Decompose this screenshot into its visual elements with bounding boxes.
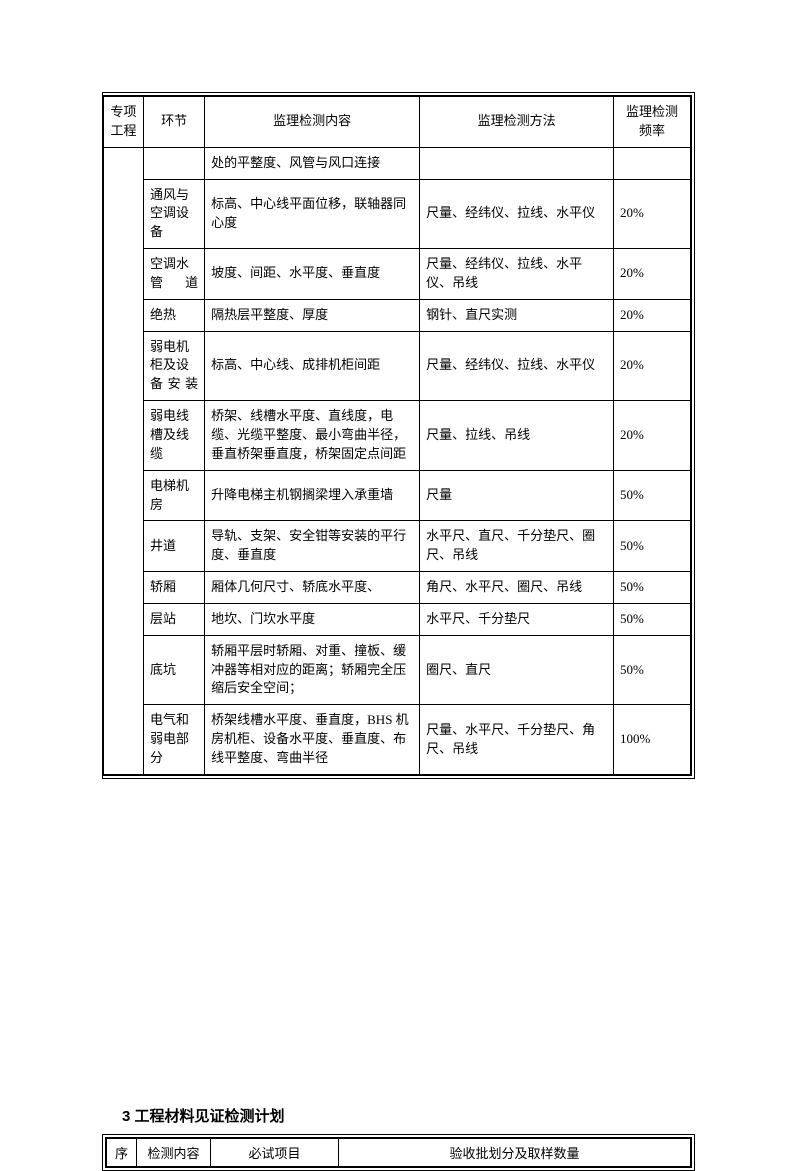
- cell-c4: 尺量、经纬仪、拉线、水平仪: [420, 331, 614, 401]
- table1-inner: 专项工程 环节 监理检测内容 监理检测方法 监理检测频率 处的平整度、风管与风口…: [103, 95, 692, 776]
- table-row: 弱电机柜及设备安装 标高、中心线、成排机柜间距 尺量、经纬仪、拉线、水平仪 20…: [104, 331, 691, 401]
- t2-h1: 序: [107, 1138, 137, 1166]
- header-c1: 专项工程: [104, 97, 144, 148]
- cell-c4: 圈尺、直尺: [420, 635, 614, 705]
- table-row: 处的平整度、风管与风口连接: [104, 147, 691, 179]
- table-row: 弱电线槽及线缆 桥架、线槽水平度、直线度，电缆、光缆平整度、最小弯曲半径，垂直桥…: [104, 401, 691, 471]
- header-c4: 监理检测方法: [420, 97, 614, 148]
- header-c3: 监理检测内容: [205, 97, 420, 148]
- cell-c5: 50%: [614, 635, 691, 705]
- cell-c2: 井道: [144, 521, 205, 572]
- cell-c5: [614, 147, 691, 179]
- cell-c5: 20%: [614, 401, 691, 471]
- cell-c5: 50%: [614, 470, 691, 521]
- cell-c3: 标高、中心线、成排机柜间距: [205, 331, 420, 401]
- table-row: 通风与空调设备 标高、中心线平面位移，联轴器同心度 尺量、经纬仪、拉线、水平仪 …: [104, 179, 691, 249]
- cell-c3: 厢体几何尺寸、轿底水平度、: [205, 572, 420, 604]
- t2-h4: 验收批划分及取样数量: [339, 1138, 691, 1166]
- cell-c5: 100%: [614, 705, 691, 775]
- cell-c3: 导轨、支架、安全钳等安装的平行度、垂直度: [205, 521, 420, 572]
- cell-c5: 20%: [614, 299, 691, 331]
- t2-h2: 检测内容: [137, 1138, 211, 1166]
- cell-c5: 20%: [614, 179, 691, 249]
- table2-outer: 序 检测内容 必试项目 验收批划分及取样数量: [102, 1134, 695, 1171]
- cell-c2: 层站: [144, 603, 205, 635]
- cell-project: [104, 147, 144, 774]
- table-row: 轿厢 厢体几何尺寸、轿底水平度、 角尺、水平尺、圈尺、吊线 50%: [104, 572, 691, 604]
- cell-c2: 弱电机柜及设备安装: [144, 331, 205, 401]
- cell-c3: 标高、中心线平面位移，联轴器同心度: [205, 179, 420, 249]
- cell-c4: 尺量: [420, 470, 614, 521]
- table-row: 层站 地坎、门坎水平度 水平尺、千分垫尺 50%: [104, 603, 691, 635]
- table-row: 电梯机房 升降电梯主机钢搁梁埋入承重墙 尺量 50%: [104, 470, 691, 521]
- cell-c4: 尺量、拉线、吊线: [420, 401, 614, 471]
- material-test-table: 序 检测内容 必试项目 验收批划分及取样数量: [106, 1138, 691, 1167]
- table-row: 绝热 隔热层平整度、厚度 钢针、直尺实测 20%: [104, 299, 691, 331]
- section-heading: 3 工程材料见证检测计划: [122, 1105, 695, 1126]
- cell-c2: 空调水管道: [144, 249, 205, 300]
- table-row: 井道 导轨、支架、安全钳等安装的平行度、垂直度 水平尺、直尺、千分垫尺、圈尺、吊…: [104, 521, 691, 572]
- cell-c2: 通风与空调设备: [144, 179, 205, 249]
- cell-c2: 电气和弱电部分: [144, 705, 205, 775]
- cell-c3: 桥架线槽水平度、垂直度，BHS 机房机柜、设备水平度、垂直度、布线平整度、弯曲半…: [205, 705, 420, 775]
- table2-inner: 序 检测内容 必试项目 验收批划分及取样数量: [105, 1137, 692, 1168]
- cell-c3: 轿厢平层时轿厢、对重、撞板、缓冲器等相对应的距离；轿厢完全压缩后安全空间；: [205, 635, 420, 705]
- table-row: 底坑 轿厢平层时轿厢、对重、撞板、缓冲器等相对应的距离；轿厢完全压缩后安全空间；…: [104, 635, 691, 705]
- t2-h3: 必试项目: [211, 1138, 339, 1166]
- table-header-row: 专项工程 环节 监理检测内容 监理检测方法 监理检测频率: [104, 97, 691, 148]
- table1-outer: 专项工程 环节 监理检测内容 监理检测方法 监理检测频率 处的平整度、风管与风口…: [102, 92, 695, 779]
- cell-c4: 角尺、水平尺、圈尺、吊线: [420, 572, 614, 604]
- cell-c2: 底坑: [144, 635, 205, 705]
- cell-c5: 50%: [614, 521, 691, 572]
- cell-c2: 电梯机房: [144, 470, 205, 521]
- inspection-table: 专项工程 环节 监理检测内容 监理检测方法 监理检测频率 处的平整度、风管与风口…: [103, 96, 691, 775]
- cell-c5: 50%: [614, 572, 691, 604]
- cell-c3: 升降电梯主机钢搁梁埋入承重墙: [205, 470, 420, 521]
- cell-c4: [420, 147, 614, 179]
- cell-c4: 钢针、直尺实测: [420, 299, 614, 331]
- cell-c4: 水平尺、直尺、千分垫尺、圈尺、吊线: [420, 521, 614, 572]
- cell-c4: 水平尺、千分垫尺: [420, 603, 614, 635]
- header-c5: 监理检测频率: [614, 97, 691, 148]
- cell-c2: 弱电线槽及线缆: [144, 401, 205, 471]
- table2-header-row: 序 检测内容 必试项目 验收批划分及取样数量: [107, 1138, 691, 1166]
- cell-c2: [144, 147, 205, 179]
- cell-c5: 20%: [614, 331, 691, 401]
- table-row: 电气和弱电部分 桥架线槽水平度、垂直度，BHS 机房机柜、设备水平度、垂直度、布…: [104, 705, 691, 775]
- cell-c2: 绝热: [144, 299, 205, 331]
- cell-c3: 隔热层平整度、厚度: [205, 299, 420, 331]
- cell-c4: 尺量、经纬仪、拉线、水平仪、吊线: [420, 249, 614, 300]
- cell-c4: 尺量、水平尺、千分垫尺、角尺、吊线: [420, 705, 614, 775]
- cell-c5: 20%: [614, 249, 691, 300]
- cell-c4: 尺量、经纬仪、拉线、水平仪: [420, 179, 614, 249]
- header-c2: 环节: [144, 97, 205, 148]
- cell-c3: 处的平整度、风管与风口连接: [205, 147, 420, 179]
- cell-c3: 地坎、门坎水平度: [205, 603, 420, 635]
- cell-c3: 坡度、间距、水平度、垂直度: [205, 249, 420, 300]
- cell-c5: 50%: [614, 603, 691, 635]
- cell-c2: 轿厢: [144, 572, 205, 604]
- cell-c3: 桥架、线槽水平度、直线度，电缆、光缆平整度、最小弯曲半径，垂直桥架垂直度，桥架固…: [205, 401, 420, 471]
- table-row: 空调水管道 坡度、间距、水平度、垂直度 尺量、经纬仪、拉线、水平仪、吊线 20%: [104, 249, 691, 300]
